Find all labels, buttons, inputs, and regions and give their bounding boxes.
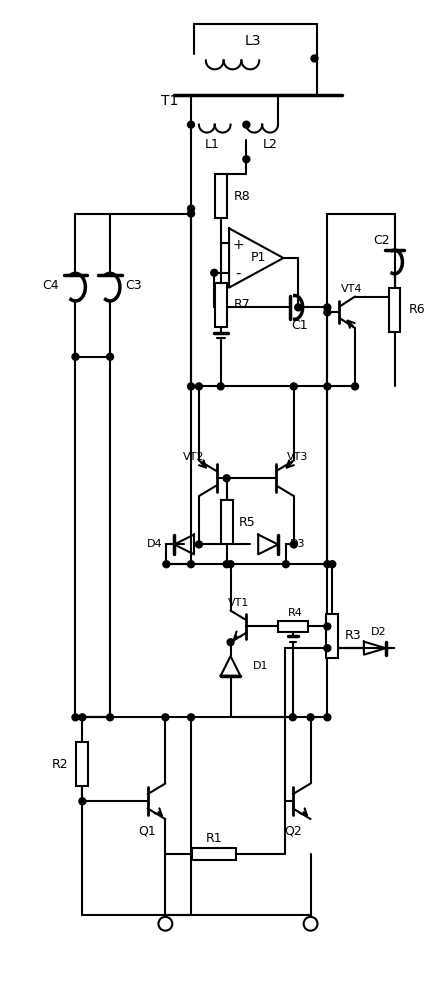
Circle shape: [79, 714, 86, 721]
Circle shape: [304, 917, 317, 931]
Circle shape: [227, 639, 234, 646]
Circle shape: [324, 309, 331, 316]
Text: R4: R4: [288, 608, 303, 618]
Text: C4: C4: [42, 279, 59, 292]
Text: T1: T1: [160, 94, 178, 108]
Circle shape: [290, 541, 297, 548]
Circle shape: [329, 561, 336, 568]
Circle shape: [324, 623, 331, 630]
Text: D3: D3: [290, 539, 305, 549]
Text: D2: D2: [371, 627, 387, 637]
Circle shape: [227, 561, 234, 568]
Circle shape: [196, 383, 202, 390]
Circle shape: [289, 714, 296, 721]
Text: VT4: VT4: [341, 284, 363, 294]
Text: +: +: [232, 238, 244, 252]
Bar: [278, 621, 308, 632]
Text: R2: R2: [52, 758, 69, 771]
Circle shape: [196, 541, 202, 548]
Bar: [326, 614, 338, 658]
Bar: [76, 742, 88, 786]
Bar: [191, 848, 236, 860]
Circle shape: [217, 383, 224, 390]
Bar: [215, 174, 227, 218]
Circle shape: [106, 353, 114, 360]
Circle shape: [211, 269, 218, 276]
Circle shape: [324, 714, 331, 721]
Circle shape: [351, 383, 359, 390]
Circle shape: [295, 304, 302, 311]
Text: L1: L1: [204, 138, 219, 151]
Circle shape: [187, 714, 194, 721]
Text: D1: D1: [253, 661, 269, 671]
Circle shape: [187, 121, 194, 128]
Circle shape: [187, 205, 194, 212]
Circle shape: [324, 645, 331, 652]
Bar: [221, 500, 233, 544]
Text: R6: R6: [408, 303, 425, 316]
Text: -: -: [235, 265, 241, 280]
Circle shape: [106, 714, 114, 721]
Text: VT1: VT1: [228, 598, 249, 608]
Text: VT2: VT2: [183, 452, 205, 462]
Text: R5: R5: [239, 516, 255, 529]
Text: R7: R7: [233, 298, 250, 311]
Text: R3: R3: [345, 629, 362, 642]
Text: P1: P1: [251, 251, 266, 264]
Text: C3: C3: [125, 279, 142, 292]
Circle shape: [163, 561, 170, 568]
Circle shape: [223, 475, 230, 482]
Circle shape: [324, 304, 331, 311]
Text: C1: C1: [291, 319, 308, 332]
Circle shape: [72, 714, 79, 721]
Text: R8: R8: [233, 190, 250, 203]
Circle shape: [243, 121, 250, 128]
Circle shape: [158, 917, 172, 931]
Text: L2: L2: [263, 138, 278, 151]
Text: Q1: Q1: [139, 824, 157, 837]
Text: D4: D4: [147, 539, 163, 549]
Circle shape: [223, 561, 230, 568]
Circle shape: [282, 561, 289, 568]
Text: C2: C2: [373, 234, 390, 247]
Circle shape: [324, 561, 331, 568]
Text: R1: R1: [205, 832, 222, 845]
Text: L3: L3: [245, 34, 262, 48]
Circle shape: [79, 798, 86, 805]
Circle shape: [311, 55, 318, 62]
Circle shape: [187, 561, 194, 568]
Circle shape: [243, 156, 250, 163]
Text: VT3: VT3: [287, 452, 308, 462]
Circle shape: [187, 210, 194, 217]
Circle shape: [72, 353, 79, 360]
Bar: [389, 288, 400, 332]
Circle shape: [187, 383, 194, 390]
Circle shape: [290, 383, 297, 390]
Bar: [215, 283, 227, 327]
Circle shape: [307, 714, 314, 721]
Circle shape: [324, 383, 331, 390]
Text: Q2: Q2: [284, 824, 302, 837]
Circle shape: [162, 714, 169, 721]
